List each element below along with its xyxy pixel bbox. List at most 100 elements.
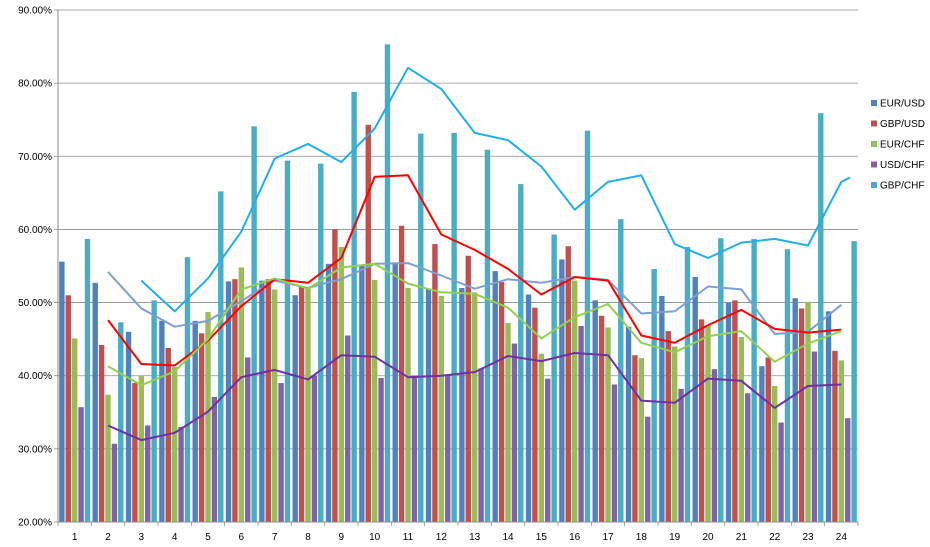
bar-gbp-usd [732, 300, 738, 522]
bar-usd-chf [811, 351, 818, 522]
x-tick-label: 22 [769, 532, 781, 543]
bar-gbp-usd [65, 295, 71, 522]
legend-swatch [871, 182, 877, 188]
bars [59, 44, 857, 523]
bar-gbp-usd [132, 383, 138, 522]
bar-usd-chf [645, 416, 651, 522]
bar-gbp-chf [351, 91, 357, 523]
x-tick-label: 23 [802, 532, 814, 543]
legend-label: USD/CHF [880, 160, 924, 171]
bar-usd-chf [611, 384, 618, 522]
legend-swatch [871, 161, 877, 168]
bar-eur-chf [238, 267, 245, 522]
axes [54, 9, 859, 526]
x-tick-label: 4 [172, 532, 178, 543]
bar-usd-chf [111, 443, 118, 522]
bar-gbp-usd [698, 319, 705, 522]
bar-gbp-chf [251, 126, 257, 522]
bar-eur-usd [459, 287, 465, 522]
x-tick-label: 13 [469, 532, 481, 543]
legend-label: GBP/USD [880, 119, 925, 130]
bar-gbp-chf [651, 268, 657, 522]
bar-gbp-chf [751, 238, 757, 523]
x-tick-label: 7 [272, 532, 278, 543]
y-tick-label: 70.00% [18, 152, 52, 163]
bar-eur-usd [225, 281, 232, 522]
bar-gbp-chf [684, 246, 691, 523]
bar-eur-chf [305, 287, 311, 522]
bar-eur-chf [705, 325, 711, 522]
bar-eur-chf [205, 312, 211, 522]
bar-eur-chf [505, 323, 511, 522]
bar-eur-usd [259, 280, 265, 522]
bar-gbp-chf [284, 160, 291, 522]
x-tick-label: 9 [339, 532, 345, 543]
bar-gbp-usd [198, 333, 205, 522]
legend-swatch [871, 120, 877, 127]
y-tick-label: 80.00% [18, 79, 52, 90]
bar-gbp-usd [798, 308, 805, 522]
bar-gbp-chf [584, 130, 591, 522]
bar-usd-chf [211, 396, 218, 522]
bar-usd-chf [511, 343, 518, 522]
bar-eur-chf [471, 292, 478, 522]
bar-gbp-usd [432, 244, 438, 523]
bar-gbp-chf [851, 241, 857, 523]
x-tick-label: 3 [139, 532, 145, 543]
trend-lines [107, 66, 851, 442]
bar-gbp-chf [551, 234, 557, 522]
bar-gbp-chf [84, 238, 91, 523]
bar-gbp-chf [818, 113, 824, 522]
bar-usd-chf [545, 378, 551, 522]
bar-eur-chf [105, 394, 111, 522]
bar-usd-chf [78, 407, 84, 522]
gridlines [58, 9, 858, 523]
bar-gbp-chf [184, 257, 191, 522]
x-tick-label: 17 [602, 532, 614, 543]
bar-eur-usd [392, 262, 398, 522]
bar-eur-usd [525, 294, 532, 522]
bar-eur-chf [271, 289, 278, 522]
bar-eur-chf [638, 358, 645, 522]
bar-eur-usd [759, 366, 765, 522]
y-tick-label: 50.00% [18, 298, 52, 309]
legend: EUR/USD GBP/USD EUR/CHF USD/CHF GBP/CHF [871, 99, 925, 192]
x-tick-label: 14 [502, 532, 514, 543]
bar-usd-chf [578, 325, 584, 522]
bar-eur-usd [792, 298, 798, 522]
x-tick-label: 11 [403, 532, 414, 543]
bar-eur-chf [71, 338, 78, 522]
legend-label: EUR/CHF [880, 140, 924, 151]
bar-eur-chf [338, 246, 345, 523]
bar-usd-chf [245, 357, 251, 522]
y-tick-label: 30.00% [18, 444, 52, 455]
bar-usd-chf [678, 388, 684, 522]
x-tick-label: 5 [205, 532, 211, 543]
bar-eur-usd [92, 282, 98, 522]
bar-gbp-usd [498, 282, 505, 522]
bar-eur-usd [625, 326, 632, 522]
bar-usd-chf [845, 418, 851, 522]
bar-eur-usd [825, 311, 832, 522]
x-tick-label: 18 [636, 532, 648, 543]
y-tick-label: 90.00% [18, 6, 52, 17]
bar-usd-chf [445, 375, 451, 522]
x-tick-label: 19 [669, 532, 681, 543]
bar-gbp-usd [665, 331, 671, 522]
bar-eur-chf [671, 346, 678, 522]
bar-eur-chf [771, 385, 778, 522]
bar-gbp-chf [484, 149, 491, 522]
x-tick-label: 2 [105, 532, 111, 543]
trend-line [107, 352, 842, 442]
bar-gbp-usd [332, 229, 338, 522]
bar-eur-chf [438, 295, 445, 522]
bar-usd-chf [378, 377, 384, 522]
bar-gbp-usd [98, 344, 105, 522]
bar-gbp-usd [232, 279, 238, 522]
bar-eur-usd [325, 263, 332, 522]
bar-eur-chf [138, 375, 145, 522]
y-axis-ticks: 20.00% 30.00% 40.00% 50.00% 60.00% 70.00% 80.0… [18, 6, 52, 529]
bar-eur-chf [371, 279, 378, 522]
x-tick-label: 24 [836, 532, 848, 543]
